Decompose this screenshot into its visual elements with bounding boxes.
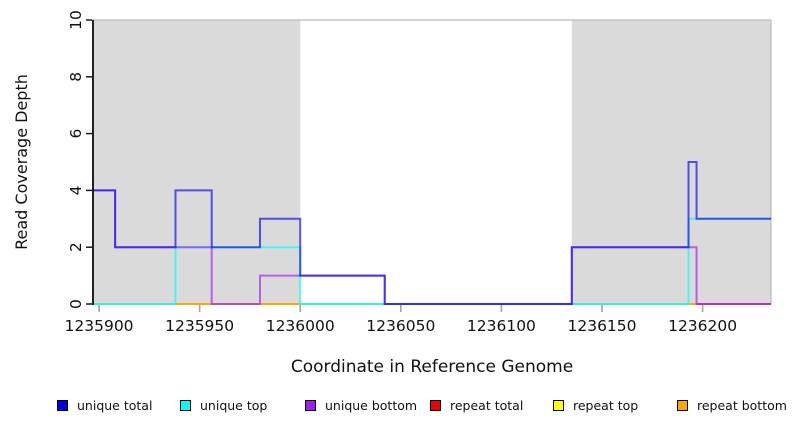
- y-tick-label: 8: [67, 72, 85, 82]
- y-axis-title: Read Coverage Depth: [12, 74, 31, 250]
- legend-swatch-icon: [57, 400, 68, 411]
- y-tick-label: 6: [67, 129, 85, 139]
- x-tick-label: 1235900: [65, 317, 134, 335]
- legend-item-repeat-bottom: repeat bottom: [677, 398, 787, 413]
- legend-label: unique total: [77, 398, 153, 413]
- y-tick-label: 10: [67, 10, 85, 30]
- x-tick-label: 1236150: [567, 317, 636, 335]
- legend-label: unique top: [200, 398, 268, 413]
- x-tick-label: 1236100: [467, 317, 536, 335]
- shaded-region: [571, 20, 771, 304]
- legend-swatch-icon: [553, 400, 564, 411]
- legend-swatch-icon: [305, 400, 316, 411]
- x-axis-title: Coordinate in Reference Genome: [290, 357, 574, 377]
- legend-item-unique-top: unique top: [180, 398, 267, 413]
- legend-item-unique-total: unique total: [57, 398, 152, 413]
- x-tick-label: 1236200: [668, 317, 737, 335]
- x-tick-label: 1235950: [165, 317, 234, 335]
- legend-item-repeat-top: repeat top: [553, 398, 638, 413]
- legend-label: repeat total: [450, 398, 524, 413]
- y-tick-label: 4: [67, 185, 85, 195]
- legend-label: repeat top: [573, 398, 639, 413]
- legend-label: unique bottom: [325, 398, 418, 413]
- y-tick-label: 0: [67, 299, 85, 309]
- legend-label: repeat bottom: [697, 398, 787, 413]
- x-tick-label: 1236050: [366, 317, 435, 335]
- x-tick-label: 1236000: [266, 317, 335, 335]
- legend: unique total unique top unique bottom repea…: [0, 398, 792, 418]
- y-tick-label: 2: [67, 242, 85, 252]
- legend-swatch-icon: [430, 400, 441, 411]
- legend-item-repeat-total: repeat total: [430, 398, 523, 413]
- legend-swatch-icon: [180, 400, 191, 411]
- legend-swatch-icon: [677, 400, 688, 411]
- shaded-region: [93, 20, 301, 304]
- series-line-unique-total: [93, 161, 771, 305]
- coverage-plot: 1235900 1235950 1236000 1236050 1236100 12361…: [65, 10, 772, 335]
- legend-item-unique-bottom: unique bottom: [305, 398, 417, 413]
